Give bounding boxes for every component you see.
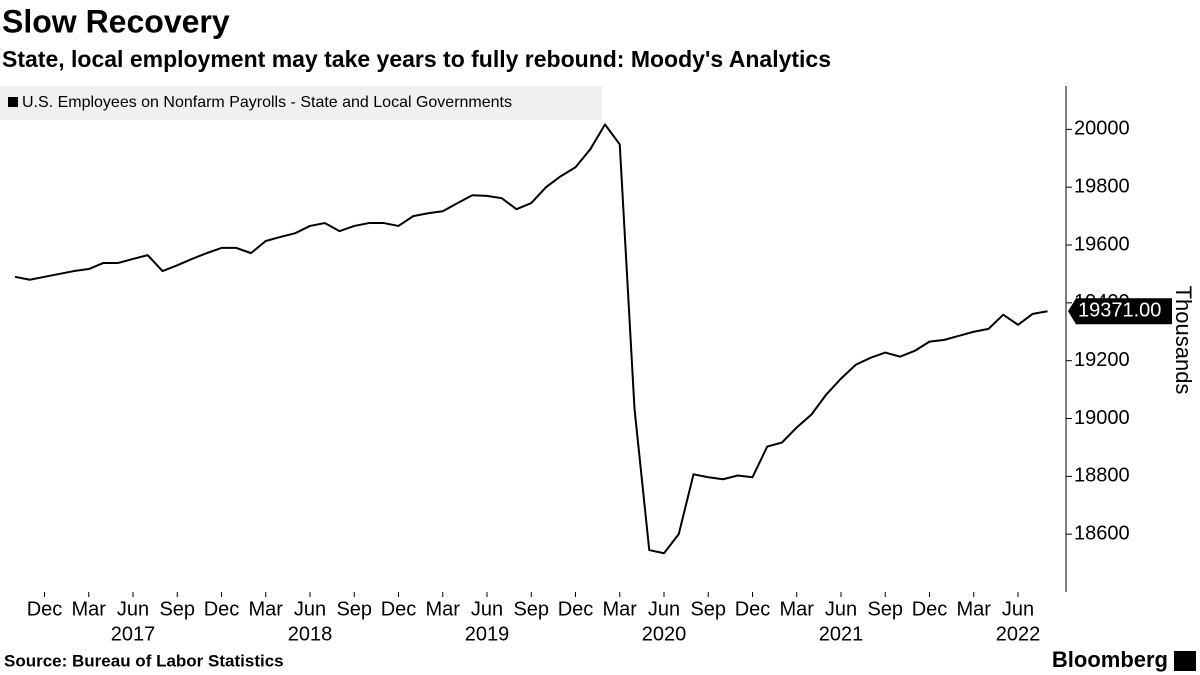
x-year-label: 2019 — [465, 623, 510, 645]
legend-label: U.S. Employees on Nonfarm Payrolls - Sta… — [22, 94, 512, 111]
y-axis-label: Thousands — [1171, 286, 1196, 395]
y-tick-label: 20000 — [1074, 118, 1130, 140]
brand: Bloomberg — [1052, 647, 1168, 672]
x-tick-label: Dec — [735, 598, 771, 620]
x-year-label: 2020 — [642, 623, 687, 645]
value-label-box — [1068, 298, 1172, 325]
x-tick-label: Mar — [426, 598, 461, 620]
x-tick-label: Jun — [294, 598, 326, 620]
x-tick-label: Dec — [381, 598, 417, 620]
x-year-label: 2021 — [819, 623, 864, 645]
chart-subtitle: State, local employment may take years t… — [2, 46, 831, 72]
y-tick-label: 18600 — [1074, 522, 1130, 544]
legend-box — [0, 86, 602, 120]
x-tick-label: Jun — [1002, 598, 1034, 620]
y-tick-label: 19600 — [1074, 233, 1130, 255]
legend-swatch — [8, 97, 18, 107]
x-tick-label: Sep — [159, 598, 195, 620]
y-tick-label: 18800 — [1074, 465, 1130, 487]
x-tick-label: Jun — [471, 598, 503, 620]
x-tick-label: Sep — [336, 598, 372, 620]
x-year-label: 2022 — [996, 623, 1041, 645]
x-tick-label: Dec — [558, 598, 594, 620]
x-tick-label: Jun — [825, 598, 857, 620]
x-tick-label: Jun — [117, 598, 149, 620]
y-tick-label: 19000 — [1074, 407, 1130, 429]
line-series — [14, 123, 1048, 555]
x-tick-label: Mar — [957, 598, 992, 620]
x-tick-label: Sep — [867, 598, 903, 620]
x-tick-label: Mar — [603, 598, 638, 620]
x-tick-label: Mar — [72, 598, 107, 620]
x-tick-label: Dec — [204, 598, 240, 620]
brand-icon — [1174, 651, 1196, 671]
x-year-label: 2017 — [111, 623, 156, 645]
y-tick-label: 19200 — [1074, 349, 1130, 371]
y-tick-label: 19800 — [1074, 175, 1130, 197]
x-year-label: 2018 — [288, 623, 333, 645]
x-tick-label: Dec — [27, 598, 63, 620]
x-tick-label: Mar — [780, 598, 815, 620]
x-tick-label: Dec — [912, 598, 948, 620]
x-tick-label: Sep — [690, 598, 726, 620]
chart-title: Slow Recovery — [2, 3, 230, 39]
value-label: 19371.00 — [1078, 300, 1161, 322]
x-tick-label: Jun — [648, 598, 680, 620]
x-tick-label: Mar — [249, 598, 284, 620]
x-tick-label: Sep — [513, 598, 549, 620]
source-note: Source: Bureau of Labor Statistics — [4, 651, 284, 670]
